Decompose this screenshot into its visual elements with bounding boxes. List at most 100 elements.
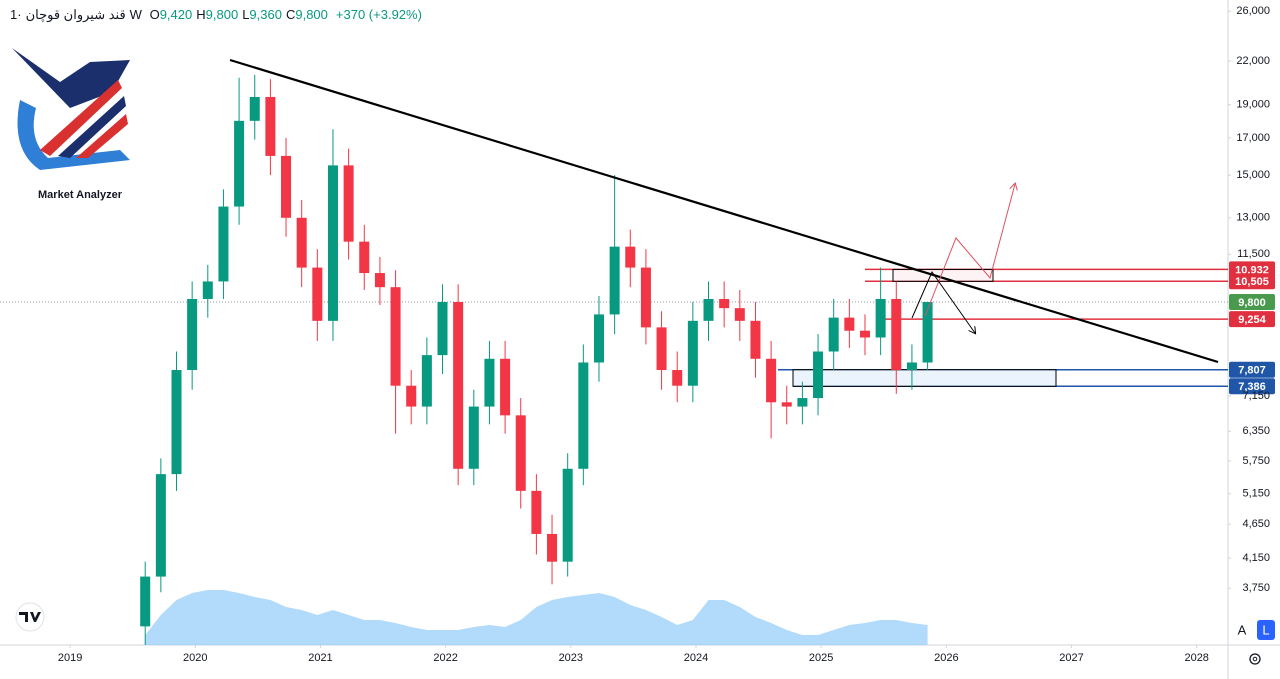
gear-icon[interactable] (1249, 653, 1261, 665)
candle-body (703, 298, 714, 321)
candle-body (922, 302, 933, 363)
y-tick-label: 17,000 (1236, 132, 1270, 144)
price-tag-label: 9,254 (1238, 314, 1266, 326)
candle-body (672, 370, 683, 386)
candle-body (171, 370, 182, 475)
ohlc-value: 9,360 (249, 7, 282, 22)
candle-body (468, 406, 479, 469)
candle-body (140, 576, 151, 627)
candle-body (640, 267, 651, 328)
price-tag-label: 9,800 (1238, 297, 1266, 309)
candle-body (734, 308, 745, 321)
y-tick-label: 26,000 (1236, 5, 1270, 17)
x-tick-label: 2020 (183, 652, 207, 664)
ohlc-key: C (285, 7, 296, 22)
candle-body (562, 468, 573, 562)
scale-button-label[interactable]: L (1262, 622, 1269, 637)
projection-up (924, 184, 1015, 317)
candle-body (531, 490, 542, 534)
x-tick-label: 2026 (934, 652, 958, 664)
candle-body (234, 120, 245, 207)
price-tag (1229, 378, 1275, 395)
volume-layer (145, 590, 928, 645)
x-tick-label: 2028 (1184, 652, 1208, 664)
candle-body (906, 362, 917, 371)
scale-button[interactable] (1257, 620, 1275, 640)
price-tag-label: 7,386 (1238, 381, 1266, 393)
x-tick-label: 2022 (433, 652, 457, 664)
candle-body (218, 206, 229, 282)
candle-body (844, 317, 855, 331)
scale-button-label[interactable]: A (1238, 622, 1247, 637)
x-tick-label: 2023 (559, 652, 583, 664)
candle-layer (140, 74, 933, 645)
candle-body (281, 155, 292, 218)
scale-button[interactable] (1233, 620, 1251, 640)
candle-body (656, 327, 667, 371)
x-tick-label: 2027 (1059, 652, 1083, 664)
y-tick-label: 15,000 (1236, 169, 1270, 181)
candle-body (781, 402, 792, 407)
trendline (229, 58, 1219, 364)
candle-body (500, 358, 511, 416)
candle-body (327, 165, 338, 321)
change: +370 (+3.92%) (335, 7, 422, 22)
ohlc-key: L (242, 7, 250, 22)
candle-body (484, 358, 495, 407)
y-tick-label: 4,150 (1242, 552, 1270, 564)
x-tick-label: 2019 (58, 652, 82, 664)
candle-body (578, 362, 589, 469)
candle-body (797, 398, 808, 407)
y-tick-label: 5,750 (1242, 455, 1270, 467)
y-tick-label: 4,650 (1242, 518, 1270, 530)
interval: 1W (10, 7, 142, 22)
candle-body (609, 246, 620, 315)
candle-body (265, 96, 276, 156)
logo-text: Market Analyzer (38, 189, 123, 201)
logo: Market Analyzer (12, 48, 130, 201)
y-tick-label: 6,350 (1242, 425, 1270, 437)
price-tag (1229, 294, 1275, 311)
ohlc-value: 9,800 (205, 7, 239, 22)
candle-body (312, 267, 323, 321)
price-tag (1229, 361, 1275, 378)
candle-body (390, 287, 401, 386)
ohlc-key: O (149, 7, 160, 22)
price-tag-label: 7,807 (1238, 365, 1266, 377)
candle-body (891, 298, 902, 371)
separator: · (17, 7, 22, 22)
price-tag (1229, 273, 1275, 290)
candle-body (187, 298, 198, 371)
x-tick-label: 2021 (308, 652, 332, 664)
candle-body (547, 533, 558, 562)
projection-down (911, 270, 975, 333)
candle-body (813, 351, 824, 399)
candle-body (453, 302, 464, 469)
candle-body (593, 314, 604, 363)
ohlc-value: 9,420 (159, 7, 193, 22)
candle-body (625, 246, 636, 268)
candle-body (343, 165, 354, 242)
x-tick-label: 2025 (809, 652, 833, 664)
y-tick-label: 22,000 (1236, 55, 1270, 67)
symbol-header: قند شیروان قوچان·1W O9,420 H9,800 L9,360 C9… (10, 7, 426, 23)
y-tick-label: 7,150 (1242, 390, 1270, 402)
x-tick-label: 2024 (684, 652, 708, 664)
candle-body (406, 385, 417, 407)
volume-area (145, 590, 928, 645)
support-box (792, 369, 1057, 387)
candle-body (249, 96, 260, 121)
candle-body (202, 281, 213, 299)
candle-body (750, 320, 761, 359)
ohlc-value: 9,800 (295, 7, 328, 22)
y-tick-label: 11,500 (1237, 248, 1270, 260)
candle-body (359, 241, 370, 274)
tv-logo (15, 602, 45, 632)
ohlc: O9,420 H9,800 L9,360 C9,800 (150, 7, 332, 22)
y-tick-label: 13,000 (1236, 212, 1270, 224)
candle-body (766, 358, 777, 403)
candle-body (296, 217, 307, 268)
candle-body (719, 298, 730, 309)
